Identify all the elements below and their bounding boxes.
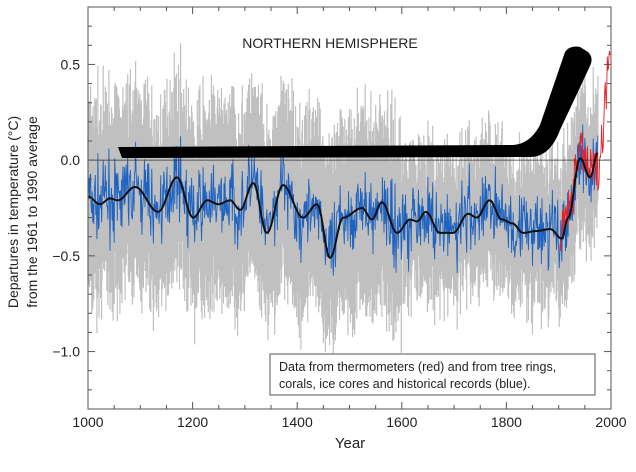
y-axis-label-line2: from the 1961 to 1990 average [24, 116, 40, 308]
x-tick-label: 1000 [72, 414, 103, 430]
chart-title: NORTHERN HEMISPHERE [242, 35, 418, 51]
x-tick-label: 2000 [595, 414, 626, 430]
x-tick-label: 1400 [282, 414, 313, 430]
y-tick-label: 0.5 [61, 56, 81, 72]
legend-box: Data from thermometers (red) and from tr… [269, 353, 596, 396]
axis-ticks [87, 6, 612, 410]
proxy-annual-line [87, 124, 599, 276]
x-axis-label: Year [335, 435, 365, 452]
y-axis-label-line1: Departures in temperature (°C) [5, 116, 21, 308]
x-tick-label: 1800 [491, 414, 522, 430]
x-tick-label: 1600 [386, 414, 417, 430]
smoothed-series-line [87, 152, 599, 259]
hockey-stick-overlay [118, 46, 592, 158]
y-tick-label: −1.0 [52, 344, 80, 360]
x-tick-label: 1200 [177, 414, 208, 430]
legend-text-line2: corals, ice cores and historical records… [279, 377, 531, 391]
y-tick-label: 0.0 [61, 152, 81, 168]
y-tick-label: −0.5 [52, 248, 80, 264]
legend-text-line1: Data from thermometers (red) and from tr… [279, 360, 556, 374]
proxy-annual-series [87, 124, 599, 276]
